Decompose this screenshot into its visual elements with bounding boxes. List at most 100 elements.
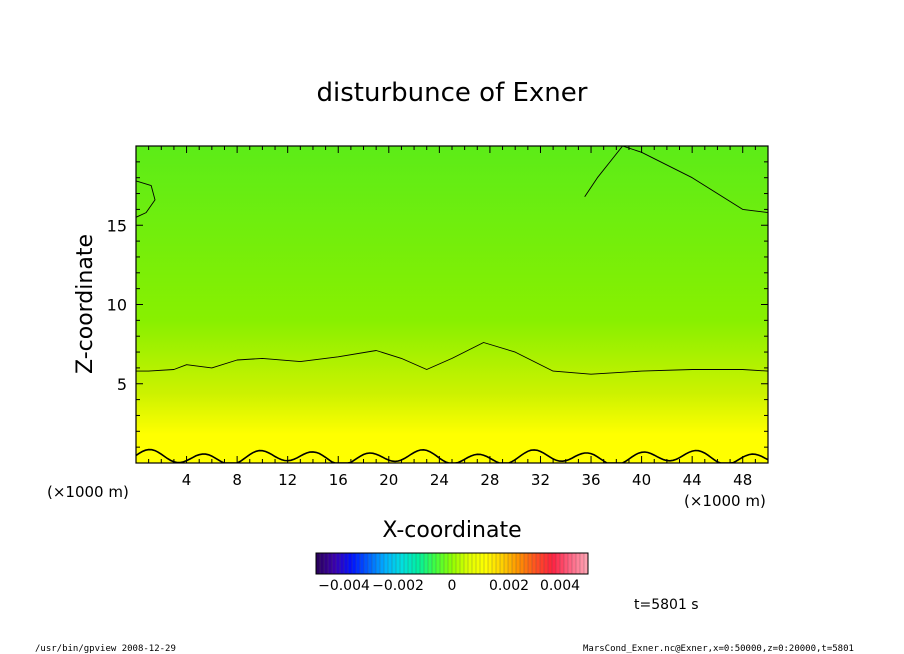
x-tick-label: 24 bbox=[430, 471, 449, 489]
colorbar-swatch bbox=[544, 553, 549, 574]
colorbar-swatch bbox=[376, 553, 381, 574]
y-axis-label: Z-coordinate bbox=[73, 234, 98, 374]
x-tick-label: 40 bbox=[632, 471, 651, 489]
x-tick-label: 4 bbox=[182, 471, 192, 489]
colorbar-swatch bbox=[316, 553, 321, 574]
time-label: t=5801 s bbox=[634, 597, 699, 613]
colorbar-swatch bbox=[564, 553, 569, 574]
colorbar-label: 0.002 bbox=[489, 578, 529, 594]
x-axis-label: X-coordinate bbox=[382, 518, 521, 543]
colorbar-swatch bbox=[324, 553, 329, 574]
colorbar-swatch bbox=[572, 553, 577, 574]
x-tick-label: 28 bbox=[480, 471, 499, 489]
colorbar-swatch bbox=[536, 553, 541, 574]
colorbar-swatch bbox=[436, 553, 441, 574]
colorbar-swatch bbox=[556, 553, 561, 574]
y-tick-label: 10 bbox=[107, 296, 127, 315]
colorbar-swatch bbox=[424, 553, 429, 574]
x-tick-label: 8 bbox=[232, 471, 242, 489]
colorbar-swatch bbox=[472, 553, 477, 574]
colorbar-swatch bbox=[580, 553, 585, 574]
colorbar-label: 0.004 bbox=[540, 578, 580, 594]
colorbar-swatch bbox=[336, 553, 341, 574]
colorbar-swatch bbox=[320, 553, 325, 574]
colorbar-swatch bbox=[524, 553, 529, 574]
x-tick-label: 36 bbox=[581, 471, 600, 489]
contour-line-1 bbox=[584, 146, 768, 214]
footer-right: MarsCond_Exner.nc@Exner,x=0:50000,z=0:20… bbox=[583, 644, 854, 654]
chart-title: disturbunce of Exner bbox=[317, 78, 588, 108]
colorbar-frame bbox=[315, 552, 589, 575]
colorbar-swatch bbox=[428, 553, 433, 574]
colorbar-swatch bbox=[440, 553, 445, 574]
x-tick-label: 48 bbox=[733, 471, 752, 489]
colorbar-label: −0.002 bbox=[372, 578, 424, 594]
colorbar-swatch bbox=[576, 553, 581, 574]
colorbar-swatch bbox=[500, 553, 505, 574]
x-tick-label: 12 bbox=[278, 471, 297, 489]
colorbar-swatch bbox=[432, 553, 437, 574]
x-tick-label: 20 bbox=[379, 471, 398, 489]
y-tick-label: 5 bbox=[117, 375, 127, 394]
colorbar-swatch bbox=[352, 553, 357, 574]
colorbar-swatch bbox=[368, 553, 373, 574]
colorbar-swatch bbox=[468, 553, 473, 574]
colorbar-swatch bbox=[444, 553, 449, 574]
colorbar-label: 0 bbox=[448, 578, 457, 594]
footer-left: /usr/bin/gpview 2008-12-29 bbox=[35, 644, 176, 654]
colorbar-swatch bbox=[488, 553, 493, 574]
x-tick-label: 16 bbox=[329, 471, 348, 489]
colorbar-swatch bbox=[560, 553, 565, 574]
colorbar-swatch bbox=[340, 553, 345, 574]
colorbar-swatch bbox=[568, 553, 573, 574]
colorbar-swatch bbox=[516, 553, 521, 574]
y-tick-label: 15 bbox=[107, 216, 127, 235]
x-unit-right: (×1000 m) bbox=[684, 492, 766, 510]
colorbar-swatch bbox=[492, 553, 497, 574]
colorbar-swatch bbox=[532, 553, 537, 574]
colorbar-swatch bbox=[392, 553, 397, 574]
colorbar-swatch bbox=[552, 553, 557, 574]
colorbar-swatch bbox=[452, 553, 457, 574]
contour-line-2 bbox=[136, 180, 156, 218]
colorbar-swatch bbox=[496, 553, 501, 574]
colorbar-swatch bbox=[380, 553, 385, 574]
heatmap-field bbox=[136, 146, 768, 463]
colorbar-swatch bbox=[584, 553, 589, 574]
colorbar-label: −0.004 bbox=[318, 578, 370, 594]
colorbar-swatch bbox=[456, 553, 461, 574]
colorbar-swatch bbox=[408, 553, 413, 574]
x-tick-label: 32 bbox=[531, 471, 550, 489]
colorbar-swatch bbox=[404, 553, 409, 574]
colorbar-swatch bbox=[460, 553, 465, 574]
colorbar-swatch bbox=[540, 553, 545, 574]
colorbar-swatch bbox=[508, 553, 513, 574]
colorbar-swatch bbox=[420, 553, 425, 574]
colorbar-swatch bbox=[464, 553, 469, 574]
colorbar-swatch bbox=[448, 553, 453, 574]
colorbar-swatch bbox=[548, 553, 553, 574]
colorbar-swatch bbox=[356, 553, 361, 574]
colorbar-swatch bbox=[476, 553, 481, 574]
colorbar-swatch bbox=[332, 553, 337, 574]
colorbar-swatch bbox=[396, 553, 401, 574]
contour-line-0 bbox=[136, 342, 768, 375]
colorbar-swatch bbox=[364, 553, 369, 574]
x-unit-left: (×1000 m) bbox=[47, 483, 129, 501]
colorbar-swatch bbox=[520, 553, 525, 574]
x-tick-label: 44 bbox=[683, 471, 702, 489]
colorbar-swatch bbox=[484, 553, 489, 574]
colorbar-swatch bbox=[504, 553, 509, 574]
colorbar-swatch bbox=[344, 553, 349, 574]
colorbar-swatch bbox=[388, 553, 393, 574]
colorbar-swatch bbox=[412, 553, 417, 574]
colorbar: −0.004 −0.002 0 0.002 0.004 bbox=[315, 552, 589, 594]
colorbar-swatch bbox=[384, 553, 389, 574]
contour-line-surface bbox=[136, 448, 768, 463]
colorbar-swatch bbox=[512, 553, 517, 574]
colorbar-swatch bbox=[348, 553, 353, 574]
colorbar-swatch bbox=[480, 553, 485, 574]
colorbar-swatch bbox=[328, 553, 333, 574]
